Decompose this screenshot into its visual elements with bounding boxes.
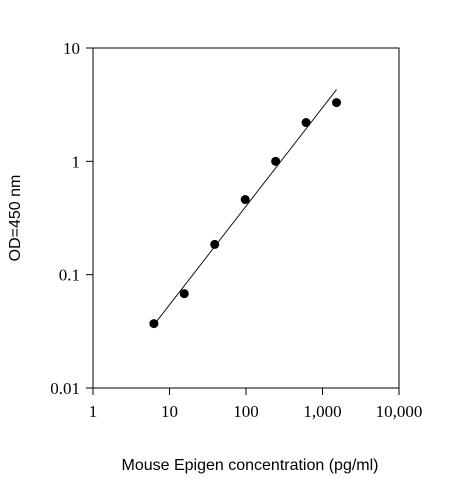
data-points xyxy=(149,98,342,329)
data-point xyxy=(179,289,189,299)
data-point xyxy=(210,239,220,249)
y-tick-label: 1 xyxy=(72,152,81,171)
data-point xyxy=(149,319,159,329)
fit-line-group xyxy=(153,89,337,326)
x-tick-label: 10 xyxy=(161,402,178,421)
data-point xyxy=(240,195,250,205)
x-tick-label: 10,000 xyxy=(376,402,423,421)
y-tick-label: 0.01 xyxy=(50,379,80,398)
data-point xyxy=(271,156,281,166)
x-tick-label: 1,000 xyxy=(303,402,341,421)
y-tick-label: 0.1 xyxy=(59,266,80,285)
axes xyxy=(92,47,400,389)
ticks: 1 10 100 1,000 10,000 0.01 0.1 1 10 xyxy=(50,39,422,421)
y-axis-title: OD=450 nm xyxy=(7,175,24,262)
x-tick-label: 1 xyxy=(89,402,98,421)
fit-line xyxy=(153,89,337,326)
y-tick-label: 10 xyxy=(63,39,80,58)
data-point xyxy=(332,98,342,108)
plot-frame xyxy=(92,47,400,389)
data-point xyxy=(301,118,311,128)
x-tick-label: 100 xyxy=(233,402,259,421)
x-axis-title: Mouse Epigen concentration (pg/ml) xyxy=(121,457,378,474)
